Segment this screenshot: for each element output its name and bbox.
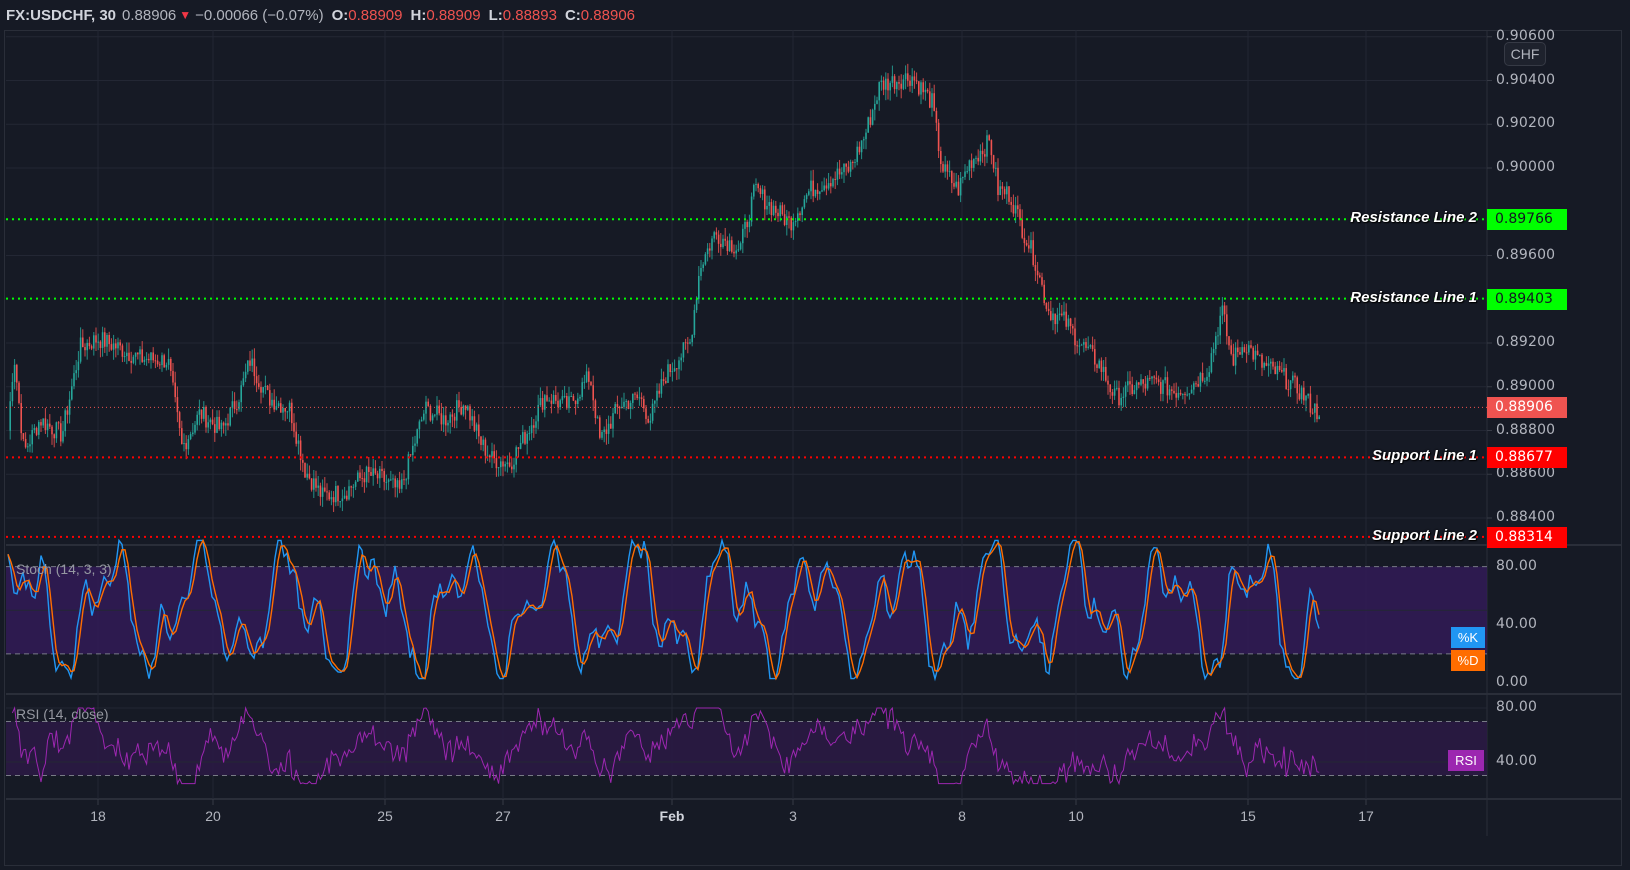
price-axis-tick: 0.90400 [1496,71,1556,88]
candlesticks[interactable] [9,63,1320,512]
open-value: 0.88909 [348,6,403,24]
time-axis-label: Feb [659,808,685,824]
close-label: C: [564,6,581,24]
time-axis-label: 15 [1240,808,1256,824]
resistance-price-tag: 0.89766 [1487,209,1567,231]
sr-line-label: Resistance Line 2 [1350,209,1477,227]
time-axis-label: 3 [789,808,797,824]
time-axis-label: 27 [495,808,511,824]
price-axis-tick: 0.89600 [1496,246,1556,263]
time-axis-label: 8 [958,808,966,824]
last-price: 0.88906 [122,6,177,24]
time-axis-label: 17 [1358,808,1374,824]
stoch-axis-tick: 0.00 [1496,674,1528,690]
time-axis-label: 25 [377,808,393,824]
high-value: 0.88909 [426,6,481,24]
rsi-line [11,706,1320,786]
stoch-k-tag: %K [1451,627,1485,648]
low-label: L: [488,6,503,24]
rsi-title[interactable]: RSI (14, close) [16,706,109,722]
stoch-axis-tick: 80.00 [1496,557,1538,574]
open-label: O: [331,6,349,24]
time-axis-label: 20 [205,808,221,824]
last-price-tag: 0.88906 [1487,397,1567,419]
close-value: 0.88906 [580,6,636,24]
symbol-header: FX:USDCHF, 30 0.88906 ▼ −0.00066 (−0.07%… [6,4,635,26]
stochastic-title[interactable]: Stoch (14, 3, 3) [16,561,112,577]
time-axis-label: 18 [90,808,106,824]
price-change: −0.00066 (−0.07%) [195,6,324,24]
price-axis-tick: 0.89000 [1496,377,1556,394]
stoch-k-line [7,537,1320,682]
support-price-tag: 0.88677 [1487,447,1567,469]
down-triangle-icon: ▼ [179,8,192,22]
stoch-d-tag: %D [1451,650,1485,671]
price-axis-tick: 0.90600 [1496,27,1556,44]
rsi-tag: RSI [1448,750,1484,771]
sr-line-label: Support Line 1 [1372,447,1477,465]
price-axis-tick: 0.88800 [1496,421,1556,438]
symbol-name[interactable]: FX:USDCHF, 30 [6,6,117,24]
resistance-price-tag: 0.89403 [1487,288,1567,310]
support-price-tag: 0.88314 [1487,526,1567,548]
rsi-axis-tick: 80.00 [1496,699,1538,715]
chart-frame [4,30,1622,866]
sr-line-label: Support Line 2 [1372,526,1477,544]
stoch-axis-tick: 40.00 [1496,615,1538,632]
currency-badge[interactable]: CHF [1504,42,1546,66]
high-label: H: [410,6,427,24]
time-axis-label: 10 [1068,808,1084,824]
price-axis-tick: 0.90000 [1496,159,1556,175]
stoch-d-line [7,538,1320,681]
price-axis-tick: 0.88400 [1496,509,1556,525]
sr-line-label: Resistance Line 1 [1350,288,1477,306]
price-axis-tick: 0.89200 [1496,334,1556,350]
low-value: 0.88893 [502,6,557,24]
price-axis-tick: 0.90200 [1496,115,1556,132]
price-axis-tick: 0.88600 [1496,465,1556,482]
rsi-axis-tick: 40.00 [1496,753,1538,769]
